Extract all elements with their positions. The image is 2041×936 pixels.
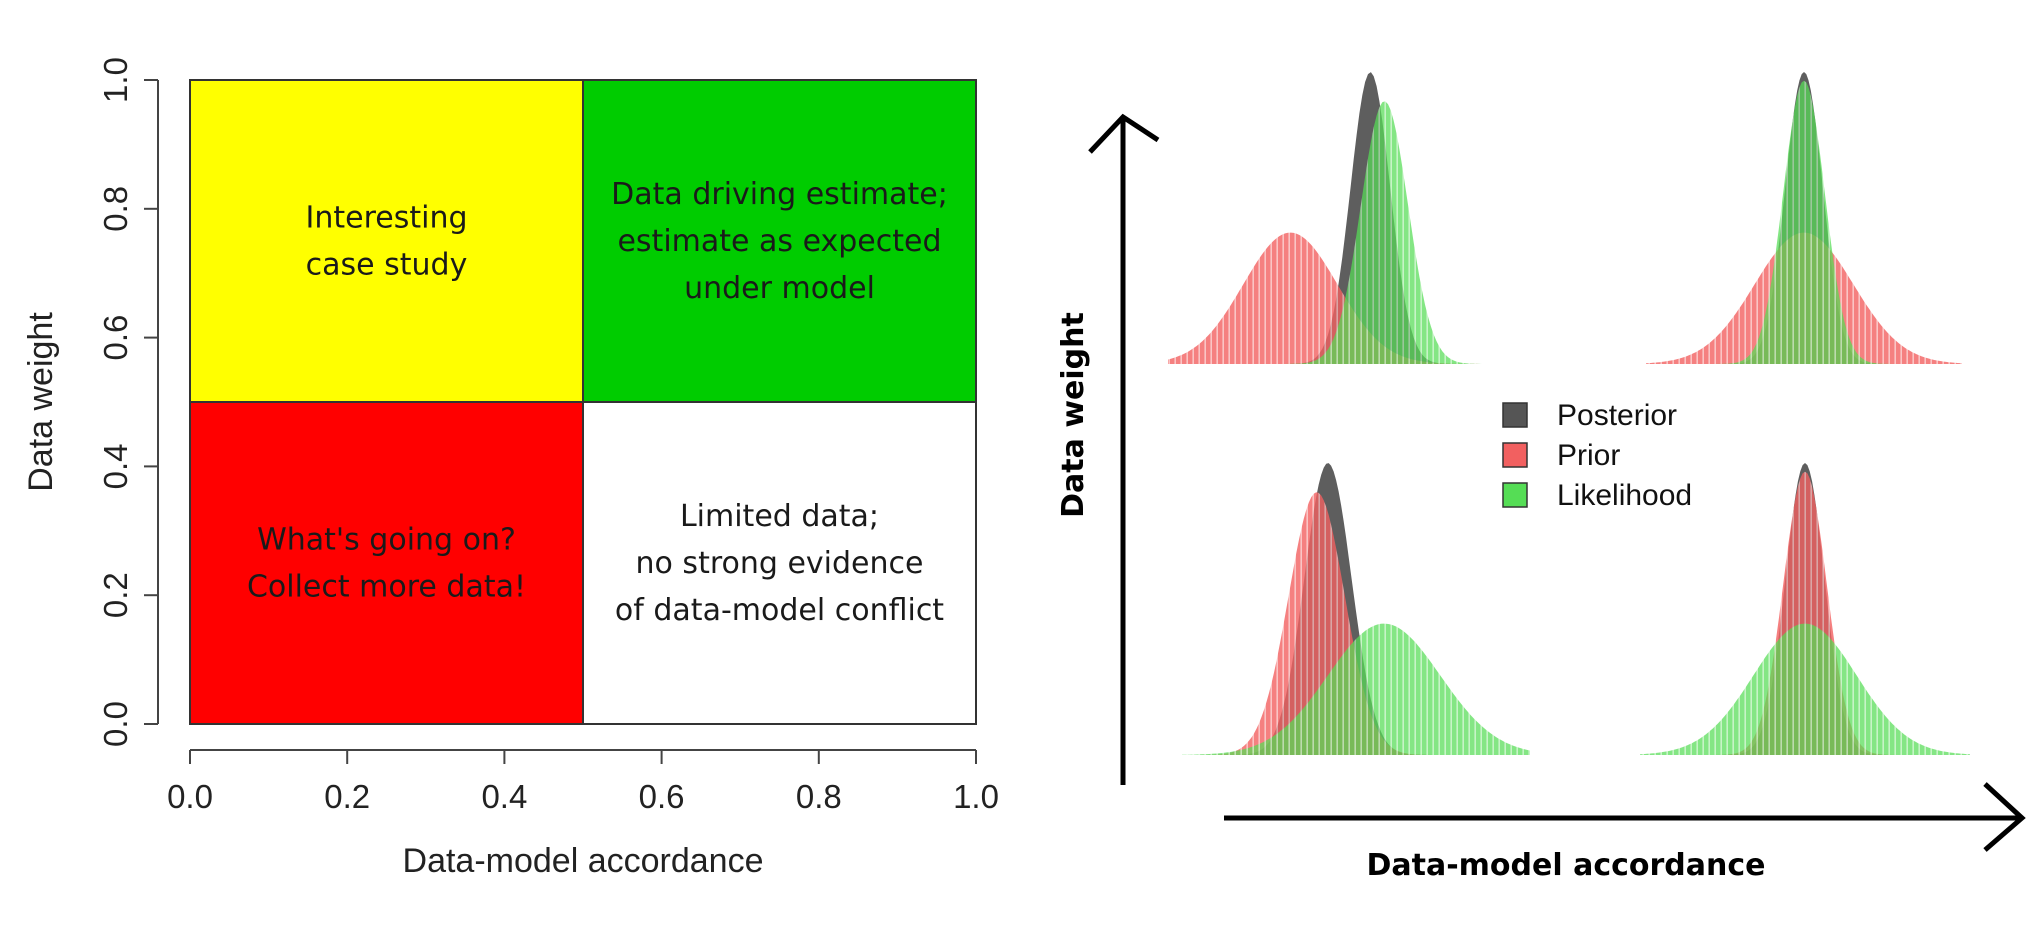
x-axis-title: Data-model accordance [1366,848,1765,883]
quadrant-1 [582,79,977,403]
quadrant-label: Collect more data! [247,570,526,605]
panel-bottom-left [1182,463,1530,755]
prior-curve [1640,471,1970,755]
legend-label-prior: Prior [1557,439,1620,472]
y-tick-label: 0.8 [97,186,134,232]
quadrant-0 [189,79,584,403]
x-axis-title: Data-model accordance [403,842,764,880]
quadrant-label: estimate as expected [617,224,941,259]
legend-swatch-prior [1502,442,1528,468]
quadrant-3 [582,401,977,725]
legend-swatch-likelihood [1502,482,1528,508]
quadrant-label: case study [306,248,468,283]
legend-label-posterior: Posterior [1557,399,1677,432]
quadrant-chart: Interesting case study Data driving estima… [22,57,999,880]
panel-bottom-right [1640,463,1970,755]
legend-label-likelihood: Likelihood [1557,479,1692,512]
x-tick-label: 0.0 [167,778,213,815]
y-tick-label: 0.0 [97,701,134,747]
quadrant-label: Limited data; [680,499,879,534]
quadrant-label: of data-model conflict [615,593,944,628]
quadrant-label: no strong evidence [636,546,924,581]
panel-top-left [1168,72,1568,365]
panel-top-right [1646,72,1962,365]
y-tick-label: 0.2 [97,572,134,618]
legend: Posterior Prior Likelihood [1502,399,1692,512]
x-tick-label: 0.2 [324,778,370,815]
likelihood-curve [1168,101,1568,365]
x-tick-label: 0.6 [639,778,685,815]
quadrant-label: under model [684,271,875,306]
y-axis-title: Data weight [1056,312,1091,518]
quadrant-label: Interesting [306,201,468,236]
quadrant-label: Data driving estimate; [611,177,948,212]
likelihood-curve [1640,623,1970,755]
y-tick-label: 1.0 [97,57,134,103]
y-axis-arrow [1088,113,1160,785]
x-tick-label: 1.0 [953,778,999,815]
quadrant-2 [189,401,584,725]
likelihood-curve [1646,80,1962,365]
y-axis-title: Data weight [22,312,60,492]
y-tick-label: 0.4 [97,443,134,489]
distribution-diagram: Posterior Prior Likelihood Data weight Dat… [1056,72,2026,883]
x-axis-arrow [1224,782,2026,852]
legend-swatch-posterior [1502,402,1528,428]
x-tick-label: 0.4 [481,778,527,815]
likelihood-curve [1182,623,1530,755]
prior-curve [1168,232,1568,364]
x-tick-label: 0.8 [796,778,842,815]
y-tick-label: 0.6 [97,315,134,361]
quadrant-label: What's going on? [257,523,516,558]
